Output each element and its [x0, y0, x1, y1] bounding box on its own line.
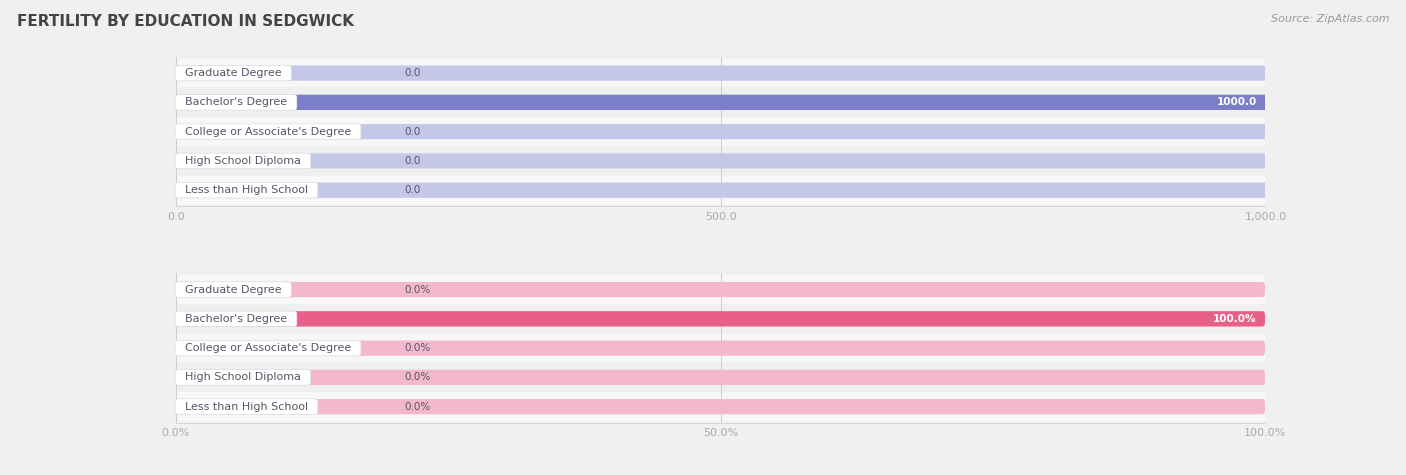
Text: 0.0: 0.0 — [405, 68, 420, 78]
FancyBboxPatch shape — [176, 66, 1265, 81]
Bar — [176, 275, 1265, 304]
FancyBboxPatch shape — [176, 282, 1265, 297]
Text: High School Diploma: High School Diploma — [179, 156, 308, 166]
Text: 0.0: 0.0 — [405, 156, 420, 166]
Text: Less than High School: Less than High School — [179, 402, 315, 412]
Text: 0.0: 0.0 — [405, 127, 420, 137]
Text: 0.0%: 0.0% — [405, 343, 430, 353]
FancyBboxPatch shape — [176, 370, 1265, 385]
FancyBboxPatch shape — [176, 95, 1265, 110]
FancyBboxPatch shape — [176, 95, 1265, 110]
Bar — [176, 304, 1265, 333]
Text: College or Associate's Degree: College or Associate's Degree — [179, 127, 359, 137]
FancyBboxPatch shape — [176, 311, 1265, 326]
FancyBboxPatch shape — [176, 399, 1265, 414]
Text: High School Diploma: High School Diploma — [179, 372, 308, 382]
Text: 0.0%: 0.0% — [405, 402, 430, 412]
Bar — [176, 176, 1265, 205]
FancyBboxPatch shape — [176, 182, 1265, 198]
FancyBboxPatch shape — [176, 341, 1265, 356]
Bar — [176, 363, 1265, 392]
Bar — [176, 392, 1265, 421]
Text: 0.0: 0.0 — [405, 185, 420, 195]
Text: Graduate Degree: Graduate Degree — [179, 68, 288, 78]
FancyBboxPatch shape — [176, 311, 1265, 326]
Bar — [176, 88, 1265, 117]
FancyBboxPatch shape — [176, 153, 1265, 169]
FancyBboxPatch shape — [176, 124, 1265, 139]
Bar — [176, 147, 1265, 175]
Text: 100.0%: 100.0% — [1213, 314, 1257, 324]
Bar — [176, 59, 1265, 87]
Text: Bachelor's Degree: Bachelor's Degree — [179, 314, 294, 324]
Text: 1000.0: 1000.0 — [1216, 97, 1257, 107]
Bar — [176, 117, 1265, 146]
Text: 0.0%: 0.0% — [405, 285, 430, 294]
Text: College or Associate's Degree: College or Associate's Degree — [179, 343, 359, 353]
Text: Bachelor's Degree: Bachelor's Degree — [179, 97, 294, 107]
Text: Graduate Degree: Graduate Degree — [179, 285, 288, 294]
Text: Source: ZipAtlas.com: Source: ZipAtlas.com — [1271, 14, 1389, 24]
Text: 0.0%: 0.0% — [405, 372, 430, 382]
Text: Less than High School: Less than High School — [179, 185, 315, 195]
Bar — [176, 334, 1265, 362]
Text: FERTILITY BY EDUCATION IN SEDGWICK: FERTILITY BY EDUCATION IN SEDGWICK — [17, 14, 354, 29]
